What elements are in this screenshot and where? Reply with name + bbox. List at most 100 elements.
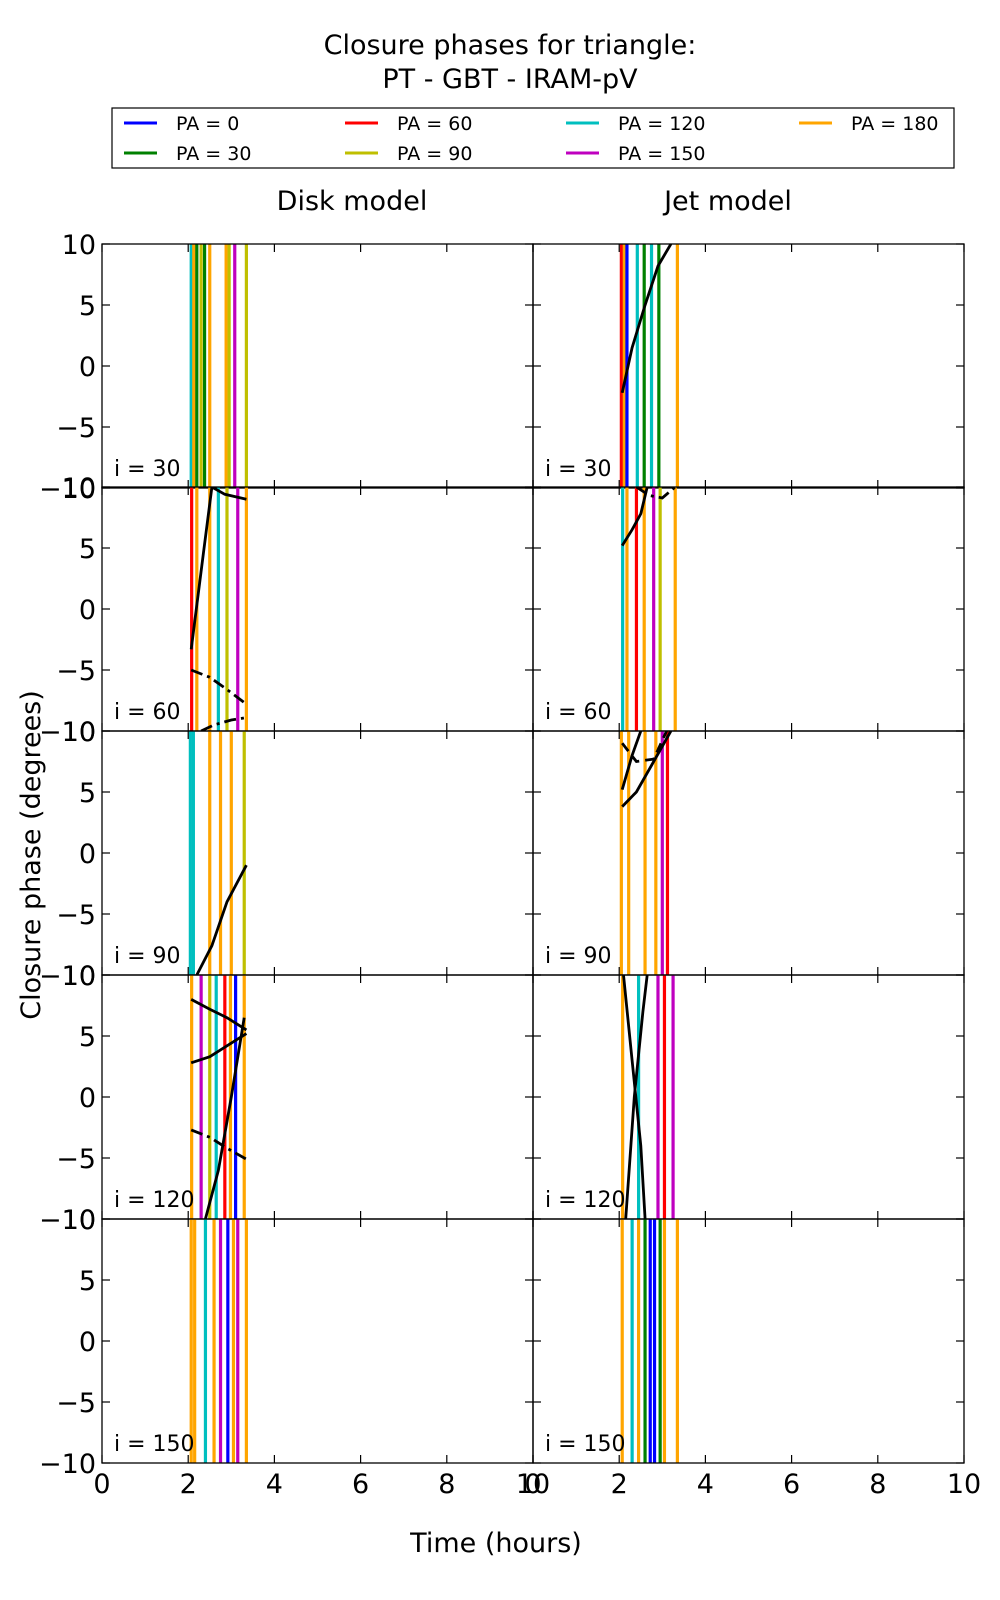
- y-tick-label: 5: [79, 1266, 96, 1297]
- panel-inclination-label: i = 60: [114, 700, 181, 725]
- plot-area: [190, 975, 248, 1219]
- y-tick-label: 10: [62, 230, 96, 261]
- plot-area: [189, 487, 248, 731]
- panel-inclination-label: i = 90: [114, 944, 181, 969]
- legend-label: PA = 60: [397, 113, 472, 135]
- axes-frame: [101, 243, 534, 489]
- y-tick-label: 5: [79, 778, 96, 809]
- axes-frame: [101, 730, 534, 976]
- legend-item: PA = 60: [345, 113, 472, 135]
- y-tick-label: −5: [56, 413, 96, 444]
- y-tick-label: −10: [39, 1205, 96, 1236]
- legend-item: PA = 30: [124, 143, 251, 165]
- legend-label: PA = 120: [618, 113, 706, 135]
- legend-item: PA = 120: [566, 113, 706, 135]
- y-tick-label: −5: [56, 1388, 96, 1419]
- y-tick-label: 0: [79, 595, 96, 626]
- x-tick-label: 6: [352, 1469, 369, 1500]
- closure-phase-curve: [200, 716, 247, 731]
- panel-inclination-label: i = 90: [545, 944, 612, 969]
- chart-title-line2: PT - GBT - IRAM-pV: [382, 64, 638, 95]
- legend-item: PA = 180: [799, 113, 939, 135]
- legend-label: PA = 150: [618, 143, 706, 165]
- axes-frame: [532, 486, 965, 732]
- plot-area: [620, 1219, 679, 1463]
- y-tick-label: 10: [62, 473, 96, 504]
- closure-phase-curve: [621, 731, 668, 763]
- axes-frame: [532, 243, 965, 489]
- panel: i = 120: [532, 974, 965, 1220]
- y-tick-label: 0: [79, 1327, 96, 1358]
- closure-phase-curve: [190, 998, 248, 1032]
- panel: −10 −5 0 5 10 i = 120: [39, 961, 534, 1236]
- y-tick-label: −10: [39, 474, 96, 505]
- y-tick-label: −10: [39, 961, 96, 992]
- x-tick-label: 6: [783, 1469, 800, 1500]
- closure-phase-curve: [620, 244, 673, 394]
- y-tick-label: 0: [79, 352, 96, 383]
- closure-phase-curve: [621, 487, 649, 547]
- y-tick-label: −5: [56, 1144, 96, 1175]
- x-tick-label: 2: [180, 1469, 197, 1500]
- y-tick-label: 10: [62, 961, 96, 992]
- closure-phase-curve: [620, 731, 643, 790]
- axes-frame: [101, 486, 534, 732]
- y-tick-label: 10: [62, 717, 96, 748]
- plot-area: [188, 731, 248, 975]
- panel: −10 −5 0 5 10 i = 90: [39, 717, 534, 992]
- y-tick-label: −5: [56, 900, 96, 931]
- axes-frame: [532, 974, 965, 1220]
- legend-label: PA = 30: [176, 143, 251, 165]
- x-tick-label: 8: [869, 1469, 886, 1500]
- x-axis-label: Time (hours): [409, 1528, 582, 1559]
- closure-phase-curve: [190, 1128, 248, 1161]
- x-tick-label: 10: [516, 1469, 550, 1500]
- closure-phase-curve: [190, 1032, 248, 1065]
- panel: 0 2 4 6 8 10 i = 150: [524, 1218, 981, 1500]
- y-tick-label: 5: [79, 534, 96, 565]
- closure-phase-curve: [195, 864, 248, 975]
- plot-area: [621, 487, 677, 731]
- y-tick-label: 10: [62, 1205, 96, 1236]
- axes-frame: [101, 1218, 534, 1464]
- plot-area: [621, 975, 675, 1219]
- x-tick-label: 0: [524, 1469, 541, 1500]
- panel: −10 −5 0 5 10 i = 60: [39, 473, 534, 748]
- panel: −10 −5 0 5 10 i = 30: [39, 230, 534, 505]
- y-tick-label: 5: [79, 1022, 96, 1053]
- column-title-disk: Disk model: [277, 186, 428, 217]
- legend-label: PA = 90: [397, 143, 472, 165]
- legend-label: PA = 0: [176, 113, 239, 135]
- panel: i = 60: [532, 486, 965, 732]
- closure-phase-curve: [635, 487, 677, 500]
- x-tick-label: 10: [947, 1469, 981, 1500]
- legend-label: PA = 180: [851, 113, 939, 135]
- closure-phase-curve: [624, 975, 649, 1219]
- closure-phase-curve: [621, 731, 673, 808]
- closure-phase-curve: [204, 1017, 246, 1219]
- legend-item: PA = 0: [124, 113, 239, 135]
- x-tick-label: 8: [438, 1469, 455, 1500]
- closure-phase-curve: [622, 975, 647, 1219]
- axes-frame: [532, 730, 965, 976]
- legend-item: PA = 90: [345, 143, 472, 165]
- axes-frame: [532, 1218, 965, 1464]
- panel: i = 30: [532, 243, 965, 489]
- chart-title-line1: Closure phases for triangle:: [324, 30, 697, 61]
- y-tick-label: −10: [39, 717, 96, 748]
- y-axis-label: Closure phase (degrees): [16, 690, 47, 1020]
- x-tick-label: 4: [266, 1469, 283, 1500]
- panel-inclination-label: i = 60: [545, 700, 612, 725]
- y-tick-label: 0: [79, 1083, 96, 1114]
- y-tick-label: −5: [56, 656, 96, 687]
- axes-frame: [101, 974, 534, 1220]
- plot-area: [619, 244, 679, 488]
- panel-inclination-label: i = 150: [545, 1432, 626, 1457]
- closure-phase-curve: [189, 487, 247, 650]
- y-tick-label: 0: [79, 839, 96, 870]
- legend: PA = 0 PA = 30 PA = 60 PA = 90 PA = 120 PA = …: [111, 107, 955, 169]
- panel-inclination-label: i = 120: [114, 1188, 195, 1213]
- legend-frame: [111, 107, 955, 169]
